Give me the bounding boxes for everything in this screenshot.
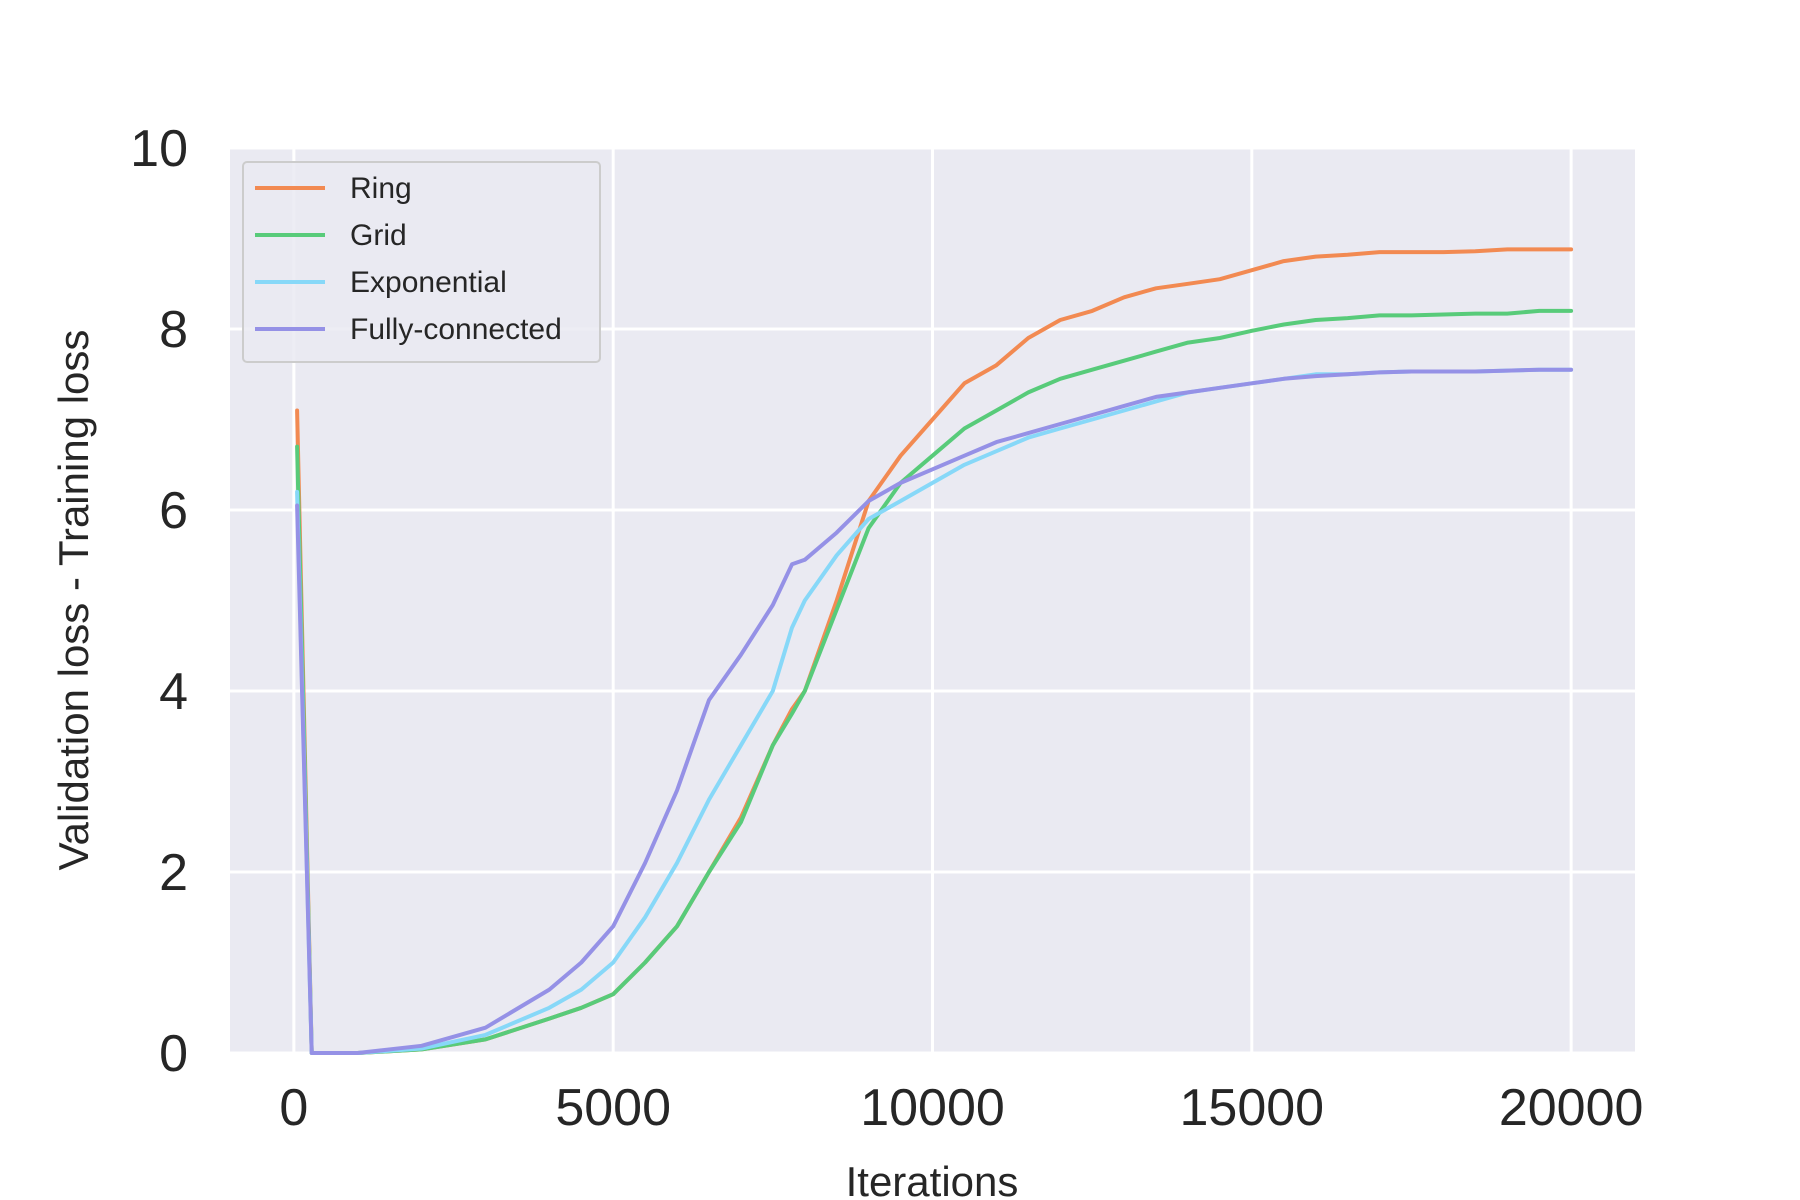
x-tick-label: 15000 <box>1180 1079 1325 1137</box>
x-axis-title: Iterations <box>846 1158 1019 1200</box>
y-tick-label: 10 <box>130 120 188 178</box>
y-tick-label: 2 <box>159 844 188 902</box>
y-tick-label: 8 <box>159 301 188 359</box>
series-line-fully-connected <box>295 367 1574 1055</box>
legend-label: Exponential <box>350 266 507 299</box>
x-tick-label: 10000 <box>860 1079 1005 1137</box>
tick-labels: 0 5000 10000 15000 20000 0 2 4 6 8 10 <box>130 120 1643 1137</box>
legend-label: Grid <box>350 219 407 252</box>
y-tick-label: 0 <box>159 1025 188 1083</box>
series-lines <box>295 247 1574 1055</box>
x-tick-label: 20000 <box>1499 1079 1644 1137</box>
legend-label: Ring <box>350 172 412 205</box>
legend-label: Fully-connected <box>350 313 562 346</box>
legend-box <box>242 161 601 363</box>
grid-lines <box>230 146 1635 1055</box>
y-axis-title: Validation loss - Training loss <box>50 330 97 871</box>
legend: Ring Grid Exponential Fully-connected <box>242 161 601 363</box>
x-tick-label: 0 <box>279 1079 308 1137</box>
x-tick-label: 5000 <box>555 1079 671 1137</box>
y-tick-label: 4 <box>159 663 188 721</box>
series-line-grid <box>295 308 1574 1055</box>
y-tick-label: 6 <box>159 482 188 540</box>
